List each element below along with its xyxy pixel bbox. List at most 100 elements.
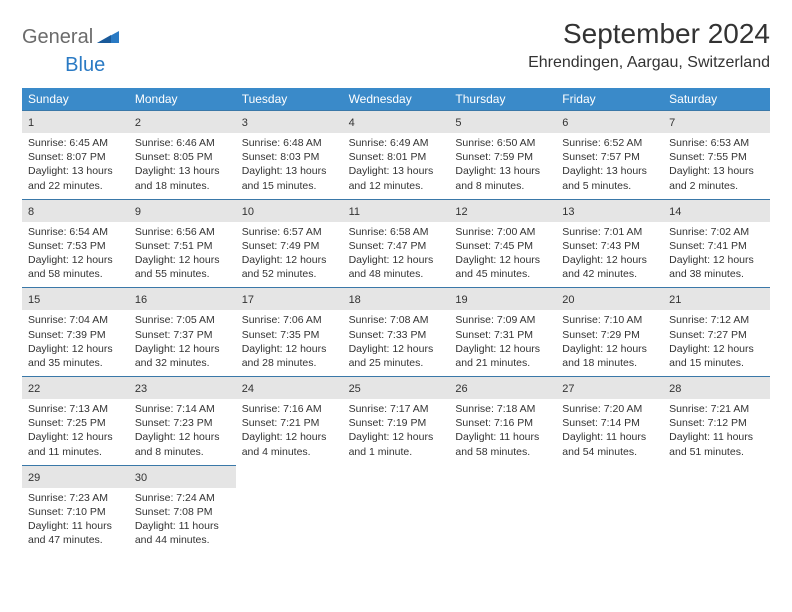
day-number: 20	[562, 294, 574, 306]
daylight-line: Daylight: 13 hours and 5 minutes.	[562, 164, 657, 192]
day-cell: 14Sunrise: 7:02 AMSunset: 7:41 PMDayligh…	[663, 199, 770, 288]
sunset-line: Sunset: 7:27 PM	[669, 328, 764, 342]
sunrise-line: Sunrise: 7:02 AM	[669, 225, 764, 239]
day-content: Sunrise: 7:12 AMSunset: 7:27 PMDaylight:…	[663, 310, 770, 376]
day-cell: 22Sunrise: 7:13 AMSunset: 7:25 PMDayligh…	[22, 376, 129, 465]
day-number: 13	[562, 206, 574, 218]
day-cell: 3 Sunrise: 6:48 AMSunset: 8:03 PMDaylight…	[236, 110, 343, 199]
day-cell: 4Sunrise: 6:49 AMSunset: 8:01 PMDaylight…	[343, 110, 450, 199]
day-cell: 1Sunrise: 6:45 AMSunset: 8:07 PMDaylight…	[22, 110, 129, 199]
day-number-row: 16	[129, 288, 236, 310]
sunset-line: Sunset: 7:14 PM	[562, 416, 657, 430]
day-number: 25	[349, 383, 361, 395]
day-cell: 8Sunrise: 6:54 AMSunset: 7:53 PMDaylight…	[22, 199, 129, 288]
daylight-line: Daylight: 12 hours and 58 minutes.	[28, 253, 123, 281]
day-number-row: 10	[236, 200, 343, 222]
day-content: Sunrise: 6:52 AMSunset: 7:57 PMDaylight:…	[556, 133, 663, 199]
day-cell: 30Sunrise: 7:24 AMSunset: 7:08 PMDayligh…	[129, 465, 236, 554]
day-cell: 11 Sunrise: 6:58 AMSunset: 7:47 PMDayligh…	[343, 199, 450, 288]
sunrise-line: Sunrise: 6:53 AM	[669, 136, 764, 150]
day-cell: 18Sunrise: 7:08 AMSunset: 7:33 PMDayligh…	[343, 287, 450, 376]
day-number-row: 4	[343, 111, 450, 133]
day-number: 22	[28, 383, 40, 395]
day-content: Sunrise: 7:20 AMSunset: 7:14 PMDaylight:…	[556, 399, 663, 465]
sunset-line: Sunset: 7:19 PM	[349, 416, 444, 430]
sunset-line: Sunset: 7:47 PM	[349, 239, 444, 253]
sunrise-line: Sunrise: 7:24 AM	[135, 491, 230, 505]
sunrise-line: Sunrise: 7:00 AM	[455, 225, 550, 239]
daylight-line: Daylight: 11 hours and 58 minutes.	[455, 430, 550, 458]
day-number-row: 18	[343, 288, 450, 310]
sunset-line: Sunset: 7:49 PM	[242, 239, 337, 253]
sunset-line: Sunset: 7:35 PM	[242, 328, 337, 342]
day-number: 9	[135, 206, 141, 218]
daylight-line: Daylight: 12 hours and 48 minutes.	[349, 253, 444, 281]
daylight-line: Daylight: 12 hours and 52 minutes.	[242, 253, 337, 281]
sunrise-line: Sunrise: 7:23 AM	[28, 491, 123, 505]
sunset-line: Sunset: 7:16 PM	[455, 416, 550, 430]
sunset-line: Sunset: 7:59 PM	[455, 150, 550, 164]
day-number: 19	[455, 294, 467, 306]
day-content: Sunrise: 7:16 AMSunset: 7:21 PMDaylight:…	[236, 399, 343, 465]
sunrise-line: Sunrise: 6:49 AM	[349, 136, 444, 150]
sunrise-line: Sunrise: 7:17 AM	[349, 402, 444, 416]
sunrise-line: Sunrise: 7:12 AM	[669, 313, 764, 327]
day-cell: 6Sunrise: 6:52 AMSunset: 7:57 PMDaylight…	[556, 110, 663, 199]
daylight-line: Daylight: 12 hours and 15 minutes.	[669, 342, 764, 370]
day-cell: 2Sunrise: 6:46 AMSunset: 8:05 PMDaylight…	[129, 110, 236, 199]
empty-cell	[236, 465, 343, 554]
sunrise-line: Sunrise: 6:58 AM	[349, 225, 444, 239]
day-number: 27	[562, 383, 574, 395]
day-content: Sunrise: 7:14 AMSunset: 7:23 PMDaylight:…	[129, 399, 236, 465]
day-cell: 27 Sunrise: 7:20 AMSunset: 7:14 PMDayligh…	[556, 376, 663, 465]
daylight-line: Daylight: 12 hours and 11 minutes.	[28, 430, 123, 458]
day-number-row: 9	[129, 200, 236, 222]
sunset-line: Sunset: 7:45 PM	[455, 239, 550, 253]
day-cell: 13Sunrise: 7:01 AMSunset: 7:43 PMDayligh…	[556, 199, 663, 288]
daylight-line: Daylight: 13 hours and 15 minutes.	[242, 164, 337, 192]
sunset-line: Sunset: 7:33 PM	[349, 328, 444, 342]
day-cell: 28Sunrise: 7:21 AMSunset: 7:12 PMDayligh…	[663, 376, 770, 465]
day-content: Sunrise: 7:02 AMSunset: 7:41 PMDaylight:…	[663, 222, 770, 288]
empty-cell	[556, 465, 663, 554]
sunrise-line: Sunrise: 6:48 AM	[242, 136, 337, 150]
day-content: Sunrise: 6:50 AMSunset: 7:59 PMDaylight:…	[449, 133, 556, 199]
day-content: Sunrise: 6:49 AMSunset: 8:01 PMDaylight:…	[343, 133, 450, 199]
day-content: Sunrise: 6:57 AMSunset: 7:49 PMDaylight:…	[236, 222, 343, 288]
empty-cell	[343, 465, 450, 554]
day-number-row: 28	[663, 377, 770, 399]
weekday-header: Thursday	[449, 88, 556, 110]
day-cell: 23Sunrise: 7:14 AMSunset: 7:23 PMDayligh…	[129, 376, 236, 465]
day-content: Sunrise: 6:48 AMSunset: 8:03 PMDaylight:…	[236, 133, 343, 199]
calendar-week: 29Sunrise: 7:23 AMSunset: 7:10 PMDayligh…	[22, 465, 770, 554]
empty-cell	[663, 465, 770, 554]
day-number-row: 5	[449, 111, 556, 133]
daylight-line: Daylight: 12 hours and 38 minutes.	[669, 253, 764, 281]
day-number: 8	[28, 206, 34, 218]
daylight-line: Daylight: 11 hours and 51 minutes.	[669, 430, 764, 458]
daylight-line: Daylight: 13 hours and 12 minutes.	[349, 164, 444, 192]
day-number-row: 29	[22, 466, 129, 488]
day-cell: 21Sunrise: 7:12 AMSunset: 7:27 PMDayligh…	[663, 287, 770, 376]
daylight-line: Daylight: 12 hours and 4 minutes.	[242, 430, 337, 458]
daylight-line: Daylight: 11 hours and 54 minutes.	[562, 430, 657, 458]
sunrise-line: Sunrise: 6:50 AM	[455, 136, 550, 150]
day-number: 5	[455, 117, 461, 129]
day-cell: 15Sunrise: 7:04 AMSunset: 7:39 PMDayligh…	[22, 287, 129, 376]
day-number-row: 19	[449, 288, 556, 310]
day-number-row: 17	[236, 288, 343, 310]
day-cell: 26Sunrise: 7:18 AMSunset: 7:16 PMDayligh…	[449, 376, 556, 465]
day-number: 16	[135, 294, 147, 306]
sunset-line: Sunset: 7:23 PM	[135, 416, 230, 430]
weekday-header: Monday	[129, 88, 236, 110]
sunset-line: Sunset: 8:01 PM	[349, 150, 444, 164]
daylight-line: Daylight: 12 hours and 1 minute.	[349, 430, 444, 458]
daylight-line: Daylight: 12 hours and 25 minutes.	[349, 342, 444, 370]
day-number: 11	[349, 206, 360, 218]
day-number-row: 1	[22, 111, 129, 133]
calendar: Sunday Monday Tuesday Wednesday Thursday…	[22, 88, 770, 553]
day-number: 1	[28, 117, 34, 129]
sunrise-line: Sunrise: 7:18 AM	[455, 402, 550, 416]
day-number: 3	[242, 117, 248, 129]
sunrise-line: Sunrise: 7:21 AM	[669, 402, 764, 416]
